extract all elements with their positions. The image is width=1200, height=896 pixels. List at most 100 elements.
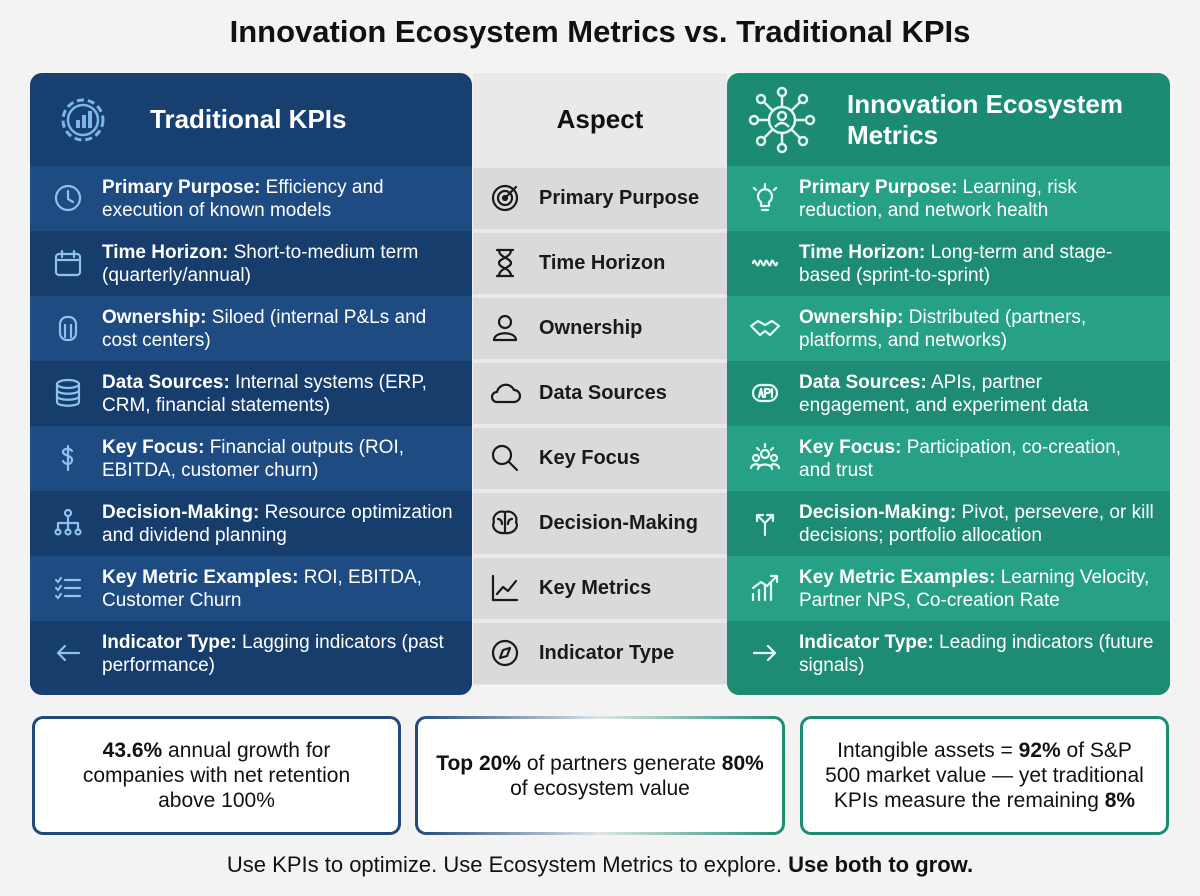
aspect-label: Data Sources — [539, 382, 667, 404]
stat-part: 43.6% — [102, 739, 163, 762]
row-icon — [749, 319, 781, 337]
row-label: Indicator Type: — [799, 631, 934, 653]
row-icon — [491, 184, 519, 212]
row-label: Key Focus: — [799, 436, 902, 458]
stat-part: of ecosystem value — [510, 776, 690, 800]
stat-box: 43.6% annual growth for companies with n… — [32, 716, 401, 835]
traditional-heading: Traditional KPIs — [150, 104, 347, 134]
row: Primary Purpose: Learning, risk reductio… — [727, 166, 1170, 231]
network-icon — [748, 86, 816, 153]
row-text: Decision-Making: Pivot, persevere, or ki… — [799, 501, 1170, 547]
row-text: Key Metric Examples: Learning Velocity, … — [799, 566, 1170, 612]
stat-box: Intangible assets = 92% of S&P 500 marke… — [800, 716, 1169, 835]
row-label: Primary Purpose: — [799, 176, 958, 198]
row-detail: Efficiency and execution of known models — [102, 176, 384, 221]
row-label: Time Horizon: — [102, 241, 229, 263]
row: Data Sources: Internal systems (ERP, CRM… — [30, 361, 472, 426]
stat-part: annual growth for companies with net ret… — [82, 739, 351, 812]
row-icon — [491, 444, 519, 472]
row-detail: Long-term and stage-based (sprint-to-spr… — [799, 241, 1113, 286]
row-text: Key Focus: Financial outputs (ROI, EBITD… — [102, 436, 472, 482]
row-icon — [54, 508, 82, 536]
row-icon — [751, 574, 779, 602]
row-icon — [755, 513, 775, 537]
stat-part: 8% — [1104, 789, 1136, 812]
row: Ownership: Distributed (partners, platfo… — [727, 296, 1170, 361]
row-icon — [58, 315, 78, 342]
row-detail: Financial outputs (ROI, EBITDA, customer… — [102, 436, 405, 481]
row-label: Ownership: — [799, 306, 904, 328]
row-label: Decision-Making: — [102, 501, 260, 523]
stat-line: Top 20% of partners generate 80% of ecos… — [436, 751, 764, 801]
row-text: Key Metric Examples: ROI, EBITDA, Custom… — [102, 566, 472, 612]
row-icon — [492, 510, 518, 535]
row: Ownership: Siloed (internal P&Ls and cos… — [30, 296, 472, 361]
row-detail: Learning, risk reduction, and network he… — [799, 176, 1077, 221]
stat-part: Top 20% — [436, 751, 521, 775]
row-label: Time Horizon: — [799, 241, 926, 263]
row: Key Focus: Participation, co-creation, a… — [727, 426, 1170, 491]
row-icon — [752, 644, 777, 662]
row-icon — [56, 644, 81, 662]
row-label: Decision-Making: — [799, 501, 957, 523]
traditional-panel: Traditional KPIs Primary Purpose: Effici… — [30, 73, 472, 695]
row: Key Metric Examples: ROI, EBITDA, Custom… — [30, 556, 472, 621]
row-text: Key Focus: Participation, co-creation, a… — [799, 436, 1170, 482]
aspect-row: Primary Purpose — [473, 168, 727, 229]
row-detail: Distributed (partners, platforms, and ne… — [799, 306, 1087, 351]
row-icon — [749, 442, 781, 471]
aspect-label: Decision-Making — [539, 512, 698, 534]
row-text: Data Sources: APIs, partner engagement, … — [799, 371, 1170, 417]
row-label: Data Sources: — [102, 371, 230, 393]
row-detail: Internal systems (ERP, CRM, financial st… — [102, 371, 427, 416]
stat-part: 92% — [1018, 739, 1061, 762]
row: Primary Purpose: Efficiency and executio… — [30, 166, 472, 231]
row-icon — [751, 383, 779, 403]
gear-icon — [61, 98, 105, 141]
aspect-row: Key Metrics — [473, 558, 727, 619]
row-detail: Lagging indicators (past performance) — [102, 631, 444, 676]
aspect-label: Indicator Type — [539, 642, 675, 664]
row-label: Ownership: — [102, 306, 207, 328]
row-icon — [61, 444, 74, 472]
row-icon — [54, 576, 82, 600]
aspect-row: Key Focus — [473, 428, 727, 489]
stat-text: Intangible assets = 92% of S&P 500 marke… — [803, 719, 1166, 832]
traditional-header: Traditional KPIs — [30, 73, 472, 166]
row-label: Key Metric Examples: — [102, 566, 299, 588]
footer-part: Use KPIs to optimize. Use Ecosystem Metr… — [226, 852, 789, 877]
row-detail: Pivot, persevere, or kill decisions; por… — [799, 501, 1154, 546]
row: Decision-Making: Resource optimization a… — [30, 491, 472, 556]
row-detail: Short-to-medium term (quarterly/annual) — [102, 241, 419, 286]
row-label: Primary Purpose: — [102, 176, 261, 198]
row: Indicator Type: Leading indicators (futu… — [727, 621, 1170, 686]
stat-box: Top 20% of partners generate 80% of ecos… — [415, 716, 785, 835]
row-text: Ownership: Distributed (partners, platfo… — [799, 306, 1170, 352]
aspect-row: Decision-Making — [473, 493, 727, 554]
row-icon — [751, 259, 779, 267]
aspect-label: Primary Purpose — [539, 187, 700, 209]
aspect-header: Aspect — [473, 73, 727, 166]
stat-part: of S&P 500 market value — yet traditiona… — [825, 739, 1144, 812]
stat-part: 80% — [721, 751, 764, 775]
row-icon — [495, 248, 515, 278]
row: Time Horizon: Short-to-medium term (quar… — [30, 231, 472, 296]
row: Data Sources: APIs, partner engagement, … — [727, 361, 1170, 426]
aspect-label: Time Horizon — [539, 252, 666, 274]
row-icon — [491, 574, 519, 602]
stat-text: 43.6% annual growth for companies with n… — [35, 719, 398, 832]
aspect-row: Ownership — [473, 298, 727, 359]
row-label: Key Metric Examples: — [799, 566, 996, 588]
row: Indicator Type: Lagging indicators (past… — [30, 621, 472, 686]
aspect-label: Key Metrics — [539, 577, 652, 599]
ecosystem-heading: Innovation Ecosystem Metrics — [847, 88, 1123, 150]
row-text: Primary Purpose: Learning, risk reductio… — [799, 176, 1170, 222]
aspect-row: Time Horizon — [473, 233, 727, 294]
stat-text: Top 20% of partners generate 80% of ecos… — [418, 719, 782, 832]
row-text: Decision-Making: Resource optimization a… — [102, 501, 472, 547]
row-text: Primary Purpose: Efficiency and executio… — [102, 176, 472, 222]
aspect-heading: Aspect — [556, 104, 644, 134]
stat-line: 43.6% annual growth for companies with n… — [53, 738, 380, 813]
row-icon — [54, 249, 82, 277]
